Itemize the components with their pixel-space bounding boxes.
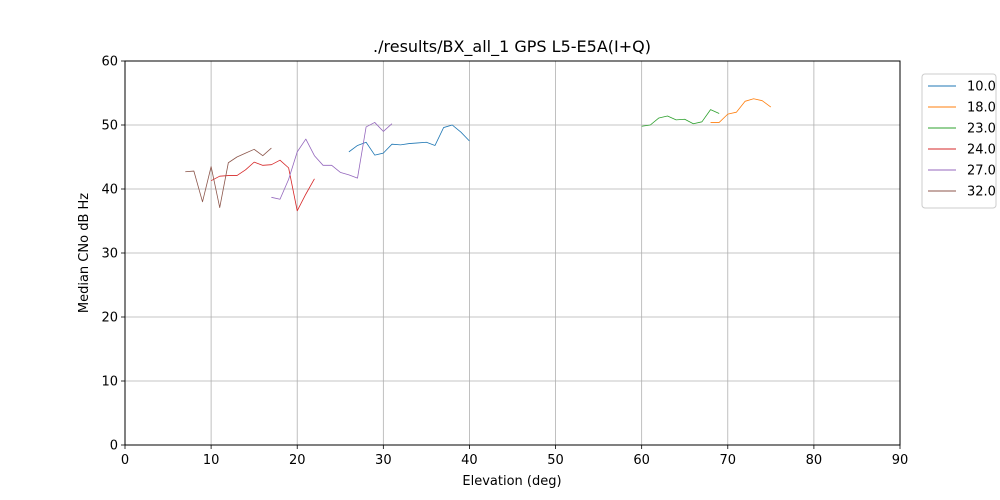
- x-tick-label: 50: [547, 453, 564, 468]
- legend: 10.0 18.0 23.0 24.0 27.0 32.0: [921, 73, 997, 209]
- x-tick-label: 30: [375, 453, 392, 468]
- legend-label-23.0: 23.0: [967, 122, 996, 137]
- series-layer: [185, 98, 772, 212]
- x-tick-label: 10: [203, 453, 220, 468]
- x-axis-label: Elevation (deg): [462, 474, 561, 489]
- series-line-10.0: [348, 124, 470, 156]
- y-tick-label: 30: [101, 247, 118, 262]
- x-tick-label: 70: [720, 453, 737, 468]
- series-line-23.0: [641, 109, 720, 127]
- legend-label-18.0: 18.0: [967, 101, 996, 116]
- x-tick-label: 80: [806, 453, 823, 468]
- series-line-27.0: [271, 122, 393, 200]
- series-line-18.0: [710, 98, 772, 123]
- x-tick-label: 0: [121, 453, 129, 468]
- x-tick-label: 90: [892, 453, 909, 468]
- grid-layer: [124, 60, 901, 446]
- y-tick-label: 10: [101, 375, 118, 390]
- y-tick-label: 40: [101, 183, 118, 198]
- legend-label-27.0: 27.0: [967, 164, 996, 179]
- series-line-32.0: [185, 147, 272, 208]
- legend-label-10.0: 10.0: [967, 80, 996, 95]
- y-tick-label: 0: [110, 439, 118, 454]
- legend-label-32.0: 32.0: [967, 185, 996, 200]
- x-tick-label: 40: [461, 453, 478, 468]
- series-line-24.0: [210, 159, 315, 212]
- y-tick-label: 20: [101, 311, 118, 326]
- x-tick-label: 20: [289, 453, 306, 468]
- y-axis-label: Median CNo dB Hz: [77, 193, 92, 313]
- legend-label-24.0: 24.0: [967, 143, 996, 158]
- y-tick-label: 50: [101, 119, 118, 134]
- x-tick-label: 60: [633, 453, 650, 468]
- y-tick-label: 60: [101, 55, 118, 70]
- ticks-layer: 0 10 20 30 40 50 60 70 80 90 0 10 20 30 40 50 60: [101, 55, 908, 469]
- chart-title: ./results/BX_all_1 GPS L5-E5A(I+Q): [373, 37, 651, 57]
